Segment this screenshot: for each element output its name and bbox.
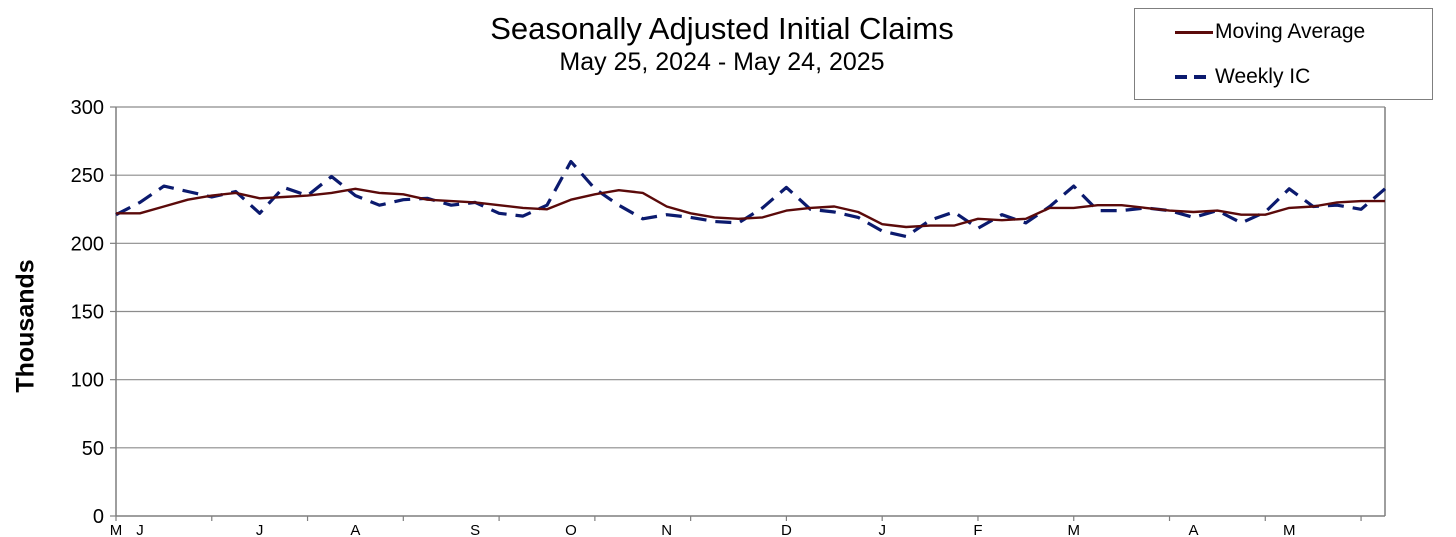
legend: Moving Average Weekly IC — [1134, 8, 1433, 100]
legend-swatch-weekly-ic — [1175, 75, 1213, 79]
x-tick-label-5: O — [565, 522, 577, 537]
x-tick-label-12: M — [1283, 522, 1296, 537]
series-lines — [115, 159, 1387, 239]
series-line-moving-average — [116, 187, 1385, 229]
axes — [110, 106, 1386, 521]
y-tick-label-300: 300 — [71, 97, 104, 119]
y-tick-label-0: 0 — [93, 506, 104, 528]
x-tick-label-4: S — [470, 522, 480, 537]
x-tick-label-0: M — [110, 522, 123, 537]
x-tick-label-11: A — [1188, 522, 1198, 537]
x-tick-label-9: F — [973, 522, 982, 537]
legend-label-moving-average: Moving Average — [1215, 20, 1366, 43]
y-tick-label-100: 100 — [71, 370, 104, 392]
gridlines — [116, 106, 1385, 449]
x-tick-label-7: D — [781, 522, 792, 537]
x-tick-label-3: A — [350, 522, 360, 537]
legend-swatch-moving-average — [1175, 30, 1213, 34]
x-tick-label-6: N — [661, 522, 672, 537]
legend-item-moving-average: Moving Average — [1175, 19, 1365, 45]
chart-subtitle: May 25, 2024 - May 24, 2025 — [559, 48, 885, 76]
x-tick-label-1: J — [136, 522, 144, 537]
y-tick-label-250: 250 — [71, 165, 104, 187]
y-tick-label-200: 200 — [71, 233, 104, 255]
legend-item-weekly-ic: Weekly IC — [1175, 64, 1310, 90]
legend-label-weekly-ic: Weekly IC — [1215, 65, 1311, 88]
x-tick-label-2: J — [256, 522, 264, 537]
chart-title: Seasonally Adjusted Initial Claims — [490, 11, 954, 46]
series-line-weekly-ic — [115, 159, 1387, 239]
y-tick-label-150: 150 — [71, 302, 104, 324]
y-tick-label-50: 50 — [82, 438, 104, 460]
x-tick-label-8: J — [878, 522, 886, 537]
x-tick-label-10: M — [1067, 522, 1080, 537]
